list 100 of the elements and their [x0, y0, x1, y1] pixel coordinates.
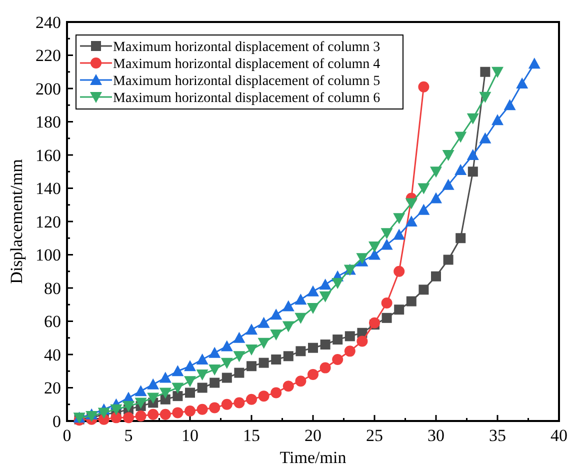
- point: [307, 285, 319, 296]
- x-tick-label: 25: [366, 426, 383, 445]
- x-tick-label: 40: [550, 426, 568, 445]
- point: [382, 312, 392, 323]
- point: [344, 331, 355, 342]
- point: [466, 149, 479, 160]
- point: [332, 354, 344, 365]
- point: [369, 317, 380, 328]
- point: [270, 387, 282, 398]
- x-axis-title: Time/min: [280, 448, 347, 467]
- point: [246, 324, 258, 335]
- point: [294, 294, 307, 305]
- point: [233, 332, 246, 343]
- x-tick-label: 35: [489, 426, 506, 445]
- point: [220, 340, 233, 352]
- point: [492, 114, 504, 126]
- point: [159, 372, 172, 383]
- point: [307, 302, 319, 314]
- point: [184, 360, 196, 372]
- point: [148, 408, 159, 420]
- point: [406, 296, 416, 306]
- point: [394, 304, 404, 315]
- y-axis-title: Displacement/mm: [7, 159, 26, 284]
- legend-label: Maximum horizontal displacement of column 6: [113, 90, 380, 106]
- point: [308, 368, 318, 380]
- point: [110, 404, 122, 416]
- point: [454, 132, 467, 143]
- point: [184, 376, 196, 388]
- point: [135, 410, 146, 422]
- point: [454, 164, 467, 175]
- point: [196, 353, 208, 364]
- point: [380, 228, 393, 240]
- point: [210, 378, 220, 388]
- point: [308, 342, 318, 353]
- point: [393, 228, 406, 240]
- point: [479, 92, 492, 103]
- legend-label: Maximum horizontal displacement of column 3: [113, 40, 380, 55]
- point: [123, 412, 134, 424]
- point: [480, 66, 490, 77]
- point: [208, 346, 221, 358]
- point: [159, 388, 172, 399]
- y-tick-label: 60: [44, 312, 61, 332]
- point: [405, 216, 418, 226]
- point: [185, 388, 195, 398]
- point: [319, 278, 332, 290]
- point: [172, 382, 184, 394]
- point: [442, 150, 454, 161]
- point: [271, 354, 282, 364]
- legend-label: Maximum horizontal displacement of column 5: [113, 74, 380, 89]
- point: [492, 66, 504, 78]
- point: [147, 378, 160, 390]
- point: [381, 297, 392, 308]
- y-tick-label: 20: [44, 378, 61, 398]
- point: [418, 204, 430, 215]
- point: [258, 338, 270, 349]
- point: [134, 385, 147, 396]
- point: [296, 346, 306, 356]
- point: [282, 321, 294, 332]
- point: [270, 330, 282, 341]
- point: [430, 166, 442, 178]
- y-tick-label: 120: [36, 212, 61, 232]
- y-tick-label: 100: [36, 246, 61, 265]
- point: [282, 380, 294, 392]
- point: [344, 346, 356, 357]
- x-tick-label: 10: [182, 426, 198, 445]
- y-tick-label: 40: [44, 345, 61, 364]
- point: [456, 233, 466, 244]
- y-tick-label: 240: [36, 12, 61, 32]
- point: [172, 365, 184, 376]
- point: [160, 408, 171, 420]
- y-tick-label: 0: [52, 412, 61, 431]
- point: [380, 238, 393, 250]
- y-tick-label: 140: [36, 179, 61, 198]
- point: [332, 334, 343, 345]
- legend-label: Maximum horizontal displacement of column 4: [113, 56, 380, 72]
- point: [172, 407, 184, 418]
- point: [258, 316, 270, 328]
- point: [283, 351, 294, 362]
- point: [294, 312, 307, 324]
- point: [430, 192, 442, 204]
- point: [418, 81, 430, 92]
- point: [246, 344, 258, 356]
- point: [234, 397, 245, 408]
- point: [110, 412, 122, 424]
- point: [147, 392, 160, 404]
- point: [220, 358, 233, 369]
- point: [197, 382, 208, 393]
- y-tick-label: 220: [36, 46, 61, 66]
- point: [394, 266, 405, 277]
- point: [356, 336, 368, 347]
- x-tick-label: 30: [428, 426, 444, 445]
- point: [246, 361, 256, 372]
- x-tick-label: 5: [124, 426, 133, 445]
- point: [234, 368, 244, 378]
- point: [258, 390, 270, 402]
- point: [246, 394, 257, 405]
- point: [320, 362, 331, 374]
- point: [443, 254, 454, 265]
- point: [431, 271, 441, 282]
- point: [368, 241, 380, 252]
